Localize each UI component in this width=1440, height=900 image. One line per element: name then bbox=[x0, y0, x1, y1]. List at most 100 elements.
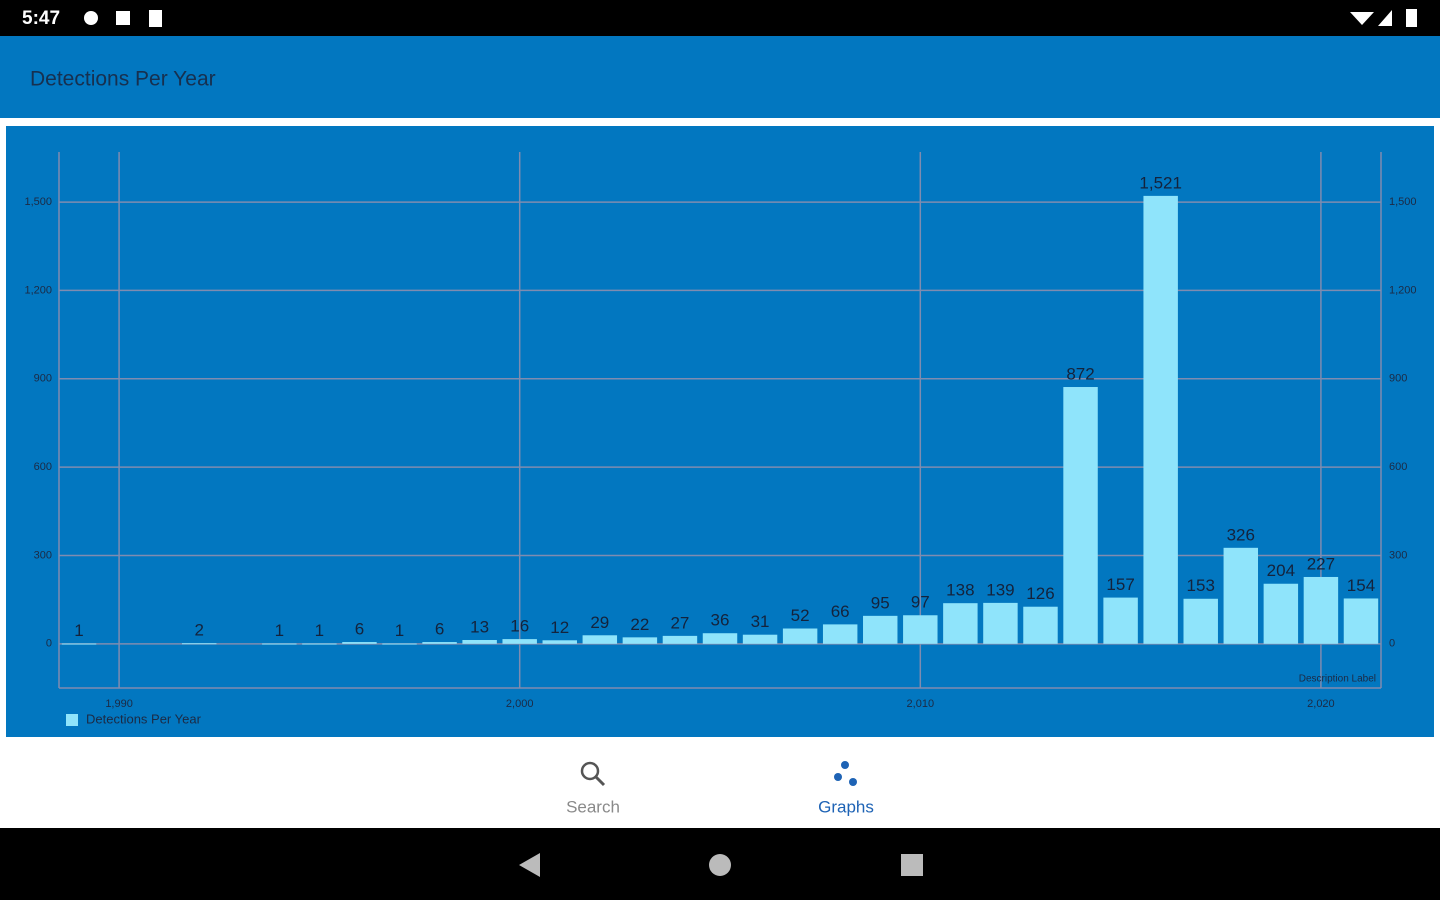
bar bbox=[1263, 583, 1299, 644]
bar bbox=[422, 642, 457, 644]
data-label: 31 bbox=[751, 612, 770, 631]
data-label: 326 bbox=[1227, 525, 1255, 544]
chart-area bbox=[6, 126, 1434, 737]
data-label: 1 bbox=[74, 621, 83, 640]
graphs-icon bbox=[849, 778, 857, 786]
bar bbox=[1023, 606, 1058, 644]
y-tick-label-right: 600 bbox=[1389, 461, 1407, 473]
data-label: 6 bbox=[435, 620, 444, 639]
sd-icon bbox=[149, 10, 162, 27]
search-icon-handle bbox=[594, 775, 606, 787]
data-label: 139 bbox=[986, 580, 1014, 599]
data-label: 1,521 bbox=[1139, 173, 1182, 192]
data-label: 872 bbox=[1066, 364, 1094, 383]
nav-label: Graphs bbox=[818, 797, 874, 816]
bar bbox=[181, 643, 217, 645]
app-bar bbox=[0, 36, 1440, 118]
legend-swatch bbox=[66, 714, 78, 726]
data-label: 36 bbox=[711, 611, 730, 630]
x-tick-label: 2,020 bbox=[1307, 698, 1335, 710]
data-label: 1 bbox=[315, 621, 324, 640]
bar bbox=[1303, 576, 1339, 644]
bar bbox=[622, 637, 658, 644]
y-tick-label: 1,200 bbox=[24, 284, 52, 296]
bar bbox=[1143, 195, 1178, 644]
bar bbox=[582, 635, 618, 644]
app-title: Detections Per Year bbox=[30, 68, 216, 91]
bar bbox=[382, 643, 417, 645]
bar bbox=[1183, 598, 1218, 644]
graphs-icon bbox=[841, 761, 849, 769]
bar bbox=[262, 643, 297, 645]
nav-search[interactable]: Search bbox=[566, 761, 620, 816]
y-tick-label-right: 0 bbox=[1389, 638, 1395, 650]
bar bbox=[1103, 597, 1138, 644]
bar bbox=[742, 634, 778, 644]
y-tick-label: 600 bbox=[34, 461, 52, 473]
data-label: 2 bbox=[194, 621, 203, 640]
data-label: 1 bbox=[275, 621, 284, 640]
data-label: 204 bbox=[1267, 561, 1295, 580]
nav-graphs[interactable]: Graphs bbox=[818, 761, 874, 816]
signal-icon bbox=[1378, 10, 1392, 26]
data-label: 1 bbox=[395, 621, 404, 640]
wifi-icon bbox=[1350, 12, 1374, 25]
settings-icon bbox=[84, 11, 98, 25]
divider bbox=[0, 118, 1440, 126]
y-tick-label: 900 bbox=[34, 373, 52, 385]
y-tick-label: 300 bbox=[34, 549, 52, 561]
bar bbox=[342, 642, 377, 644]
search-icon bbox=[580, 761, 600, 781]
plot: 0 0 300 300 600 600 900 900 1,200 1,200 1,500 1,500… bbox=[24, 152, 1417, 710]
data-label: 52 bbox=[791, 606, 810, 625]
bar bbox=[863, 615, 898, 644]
data-label: 6 bbox=[355, 620, 364, 639]
data-label: 12 bbox=[550, 618, 569, 637]
bar bbox=[782, 628, 818, 644]
status-bar bbox=[0, 0, 1440, 36]
home-button[interactable] bbox=[709, 854, 731, 876]
bar bbox=[1063, 387, 1098, 644]
bar bbox=[1343, 598, 1379, 644]
bar bbox=[702, 633, 738, 644]
status-time: 5:47 bbox=[22, 8, 60, 29]
data-label: 95 bbox=[871, 593, 890, 612]
y-tick-label-right: 1,500 bbox=[1389, 196, 1417, 208]
recents-button[interactable] bbox=[901, 854, 923, 876]
bar bbox=[1223, 547, 1259, 644]
y-tick-label: 0 bbox=[46, 638, 52, 650]
data-label: 154 bbox=[1347, 576, 1375, 595]
bar bbox=[983, 602, 1018, 644]
y-tick-label-right: 1,200 bbox=[1389, 284, 1417, 296]
back-button[interactable] bbox=[519, 853, 540, 877]
data-label: 66 bbox=[831, 602, 850, 621]
data-label: 16 bbox=[510, 617, 529, 636]
x-tick-label: 1,990 bbox=[105, 698, 133, 710]
nav-label: Search bbox=[566, 797, 620, 816]
y-tick-label-right: 300 bbox=[1389, 549, 1407, 561]
battery-icon bbox=[1406, 9, 1417, 27]
y-tick-label: 1,500 bbox=[24, 196, 52, 208]
legend-label: Detections Per Year bbox=[86, 711, 202, 726]
y-tick-label-right: 900 bbox=[1389, 373, 1407, 385]
data-label: 27 bbox=[670, 613, 689, 632]
bar bbox=[943, 603, 978, 644]
data-label: 97 bbox=[911, 593, 930, 612]
bar bbox=[61, 643, 97, 645]
x-tick-label: 2,000 bbox=[506, 698, 534, 710]
bar bbox=[542, 640, 577, 644]
bar bbox=[662, 635, 698, 644]
x-tick-label: 2,010 bbox=[907, 698, 935, 710]
bottom-nav bbox=[0, 737, 1440, 828]
data-label: 138 bbox=[946, 581, 974, 600]
bar bbox=[302, 643, 337, 645]
data-label: 227 bbox=[1307, 554, 1335, 573]
data-label: 13 bbox=[470, 617, 489, 636]
graphs-icon bbox=[834, 773, 842, 781]
bar bbox=[903, 615, 938, 644]
notification-icon bbox=[116, 11, 130, 25]
data-label: 22 bbox=[630, 615, 649, 634]
bar bbox=[502, 639, 537, 644]
data-label: 153 bbox=[1187, 576, 1215, 595]
